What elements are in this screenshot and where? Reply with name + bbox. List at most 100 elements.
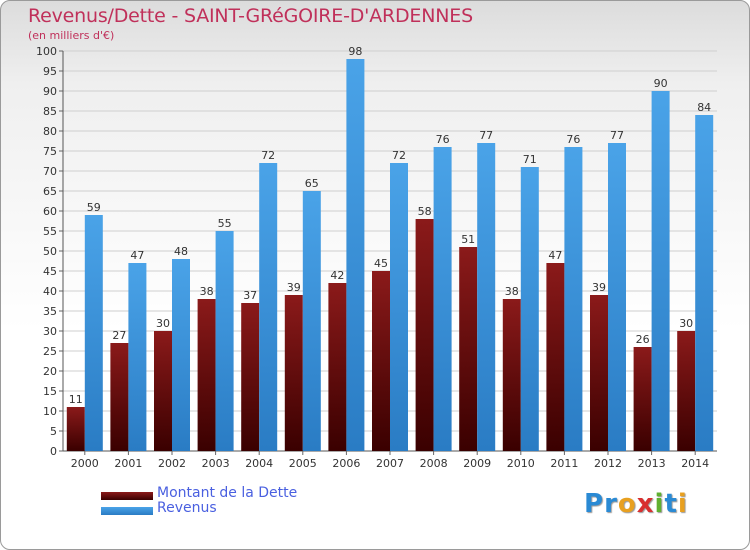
x-tick-label: 2006 (332, 457, 360, 470)
x-tick-label: 2004 (245, 457, 273, 470)
data-label-debt: 26 (636, 333, 650, 346)
y-tick-label: 30 (43, 325, 57, 338)
bar-revenue (172, 259, 190, 451)
x-tick-label: 2003 (202, 457, 230, 470)
y-tick-label: 15 (43, 385, 57, 398)
data-label-debt: 38 (505, 285, 519, 298)
bar-debt (459, 247, 478, 451)
y-tick-label: 35 (43, 305, 57, 318)
bar-debt (197, 299, 216, 451)
bar-revenue (520, 167, 539, 451)
x-tick-label: 2010 (507, 457, 535, 470)
x-tick-label: 2012 (594, 457, 622, 470)
data-label-debt: 27 (112, 329, 126, 342)
chart-subtitle: (en milliers d'€) (28, 29, 115, 42)
bar-revenue (302, 191, 321, 451)
y-tick-label: 60 (43, 205, 57, 218)
bar-debt (590, 295, 608, 451)
bar-debt (110, 343, 129, 451)
data-label-debt: 42 (330, 269, 344, 282)
bar-revenue (128, 263, 147, 451)
bar-revenue (259, 163, 278, 451)
bar-revenue (346, 59, 365, 451)
page-title: Revenus/Dette - SAINT-GRéGOIRE-D'ARDENNE… (28, 5, 473, 27)
legend-label-revenue: Revenus (157, 500, 217, 516)
y-tick-label: 100 (36, 45, 57, 58)
x-tick-label: 2011 (550, 457, 578, 470)
data-label-revenue: 59 (87, 201, 101, 214)
bar-chart: 0 5 10 15 20 25 30 35 40 45 50 55 60 65 70 75 80 85 90 95 10… (36, 45, 717, 470)
bar-revenue (84, 215, 103, 451)
x-tick-label: 2002 (158, 457, 186, 470)
data-label-debt: 37 (243, 289, 257, 302)
bar-debt (633, 347, 652, 451)
x-tick-label: 2007 (376, 457, 404, 470)
data-label-debt: 47 (548, 249, 562, 262)
y-tick-label: 55 (43, 225, 57, 238)
y-tick-label: 75 (43, 145, 57, 158)
bar-revenue (651, 91, 670, 451)
y-tick-label: 10 (43, 405, 57, 418)
data-label-debt: 30 (679, 317, 693, 330)
bar-debt (677, 331, 696, 451)
bar-debt (66, 407, 85, 451)
x-tick-label: 2009 (463, 457, 491, 470)
bar-revenue (477, 143, 496, 451)
data-label-revenue: 72 (392, 149, 406, 162)
bar-debt (241, 303, 260, 451)
y-tick-label: 0 (50, 445, 57, 458)
data-label-debt: 51 (461, 233, 475, 246)
bar-revenue (695, 115, 714, 451)
data-label-revenue: 98 (348, 45, 362, 58)
bar-debt (154, 331, 172, 451)
legend-swatch-debt (101, 492, 153, 500)
data-label-revenue: 55 (218, 217, 232, 230)
bar-debt (328, 283, 347, 451)
y-tick-label: 85 (43, 105, 57, 118)
bar-revenue (433, 147, 452, 451)
data-label-revenue: 72 (261, 149, 275, 162)
data-label-revenue: 48 (174, 245, 188, 258)
y-tick-label: 95 (43, 65, 57, 78)
data-label-revenue: 47 (130, 249, 144, 262)
bar-debt (502, 299, 521, 451)
x-tick-label: 2008 (420, 457, 448, 470)
data-label-debt: 58 (418, 205, 432, 218)
data-label-revenue: 76 (436, 133, 450, 146)
y-tick-label: 45 (43, 265, 57, 278)
data-label-debt: 11 (69, 393, 83, 406)
data-label-debt: 30 (156, 317, 170, 330)
data-label-revenue: 90 (654, 77, 668, 90)
y-tick-label: 5 (50, 425, 57, 438)
legend-swatch-revenue (101, 507, 153, 515)
bar-debt (284, 295, 303, 451)
y-tick-label: 90 (43, 85, 57, 98)
data-label-revenue: 71 (523, 153, 537, 166)
bar-debt (546, 263, 565, 451)
data-label-revenue: 84 (697, 101, 711, 114)
legend-label-debt: Montant de la Dette (157, 485, 298, 501)
y-tick-label: 25 (43, 345, 57, 358)
y-tick-label: 80 (43, 125, 57, 138)
y-tick-label: 70 (43, 165, 57, 178)
bar-revenue (564, 147, 583, 451)
y-tick-label: 65 (43, 185, 57, 198)
data-label-revenue: 65 (305, 177, 319, 190)
data-label-debt: 45 (374, 257, 388, 270)
data-label-revenue: 77 (610, 129, 624, 142)
data-label-revenue: 76 (566, 133, 580, 146)
bar-revenue (608, 143, 626, 451)
bar-revenue (215, 231, 234, 451)
data-label-debt: 39 (287, 281, 301, 294)
bar-debt (372, 271, 390, 451)
data-label-revenue: 77 (479, 129, 493, 142)
y-tick-label: 40 (43, 285, 57, 298)
proxiti-logo: Proxiti (584, 489, 688, 519)
y-tick-label: 20 (43, 365, 57, 378)
data-label-debt: 38 (200, 285, 214, 298)
x-tick-label: 2013 (638, 457, 666, 470)
bar-revenue (390, 163, 408, 451)
data-label-debt: 39 (592, 281, 606, 294)
y-tick-label: 50 (43, 245, 57, 258)
